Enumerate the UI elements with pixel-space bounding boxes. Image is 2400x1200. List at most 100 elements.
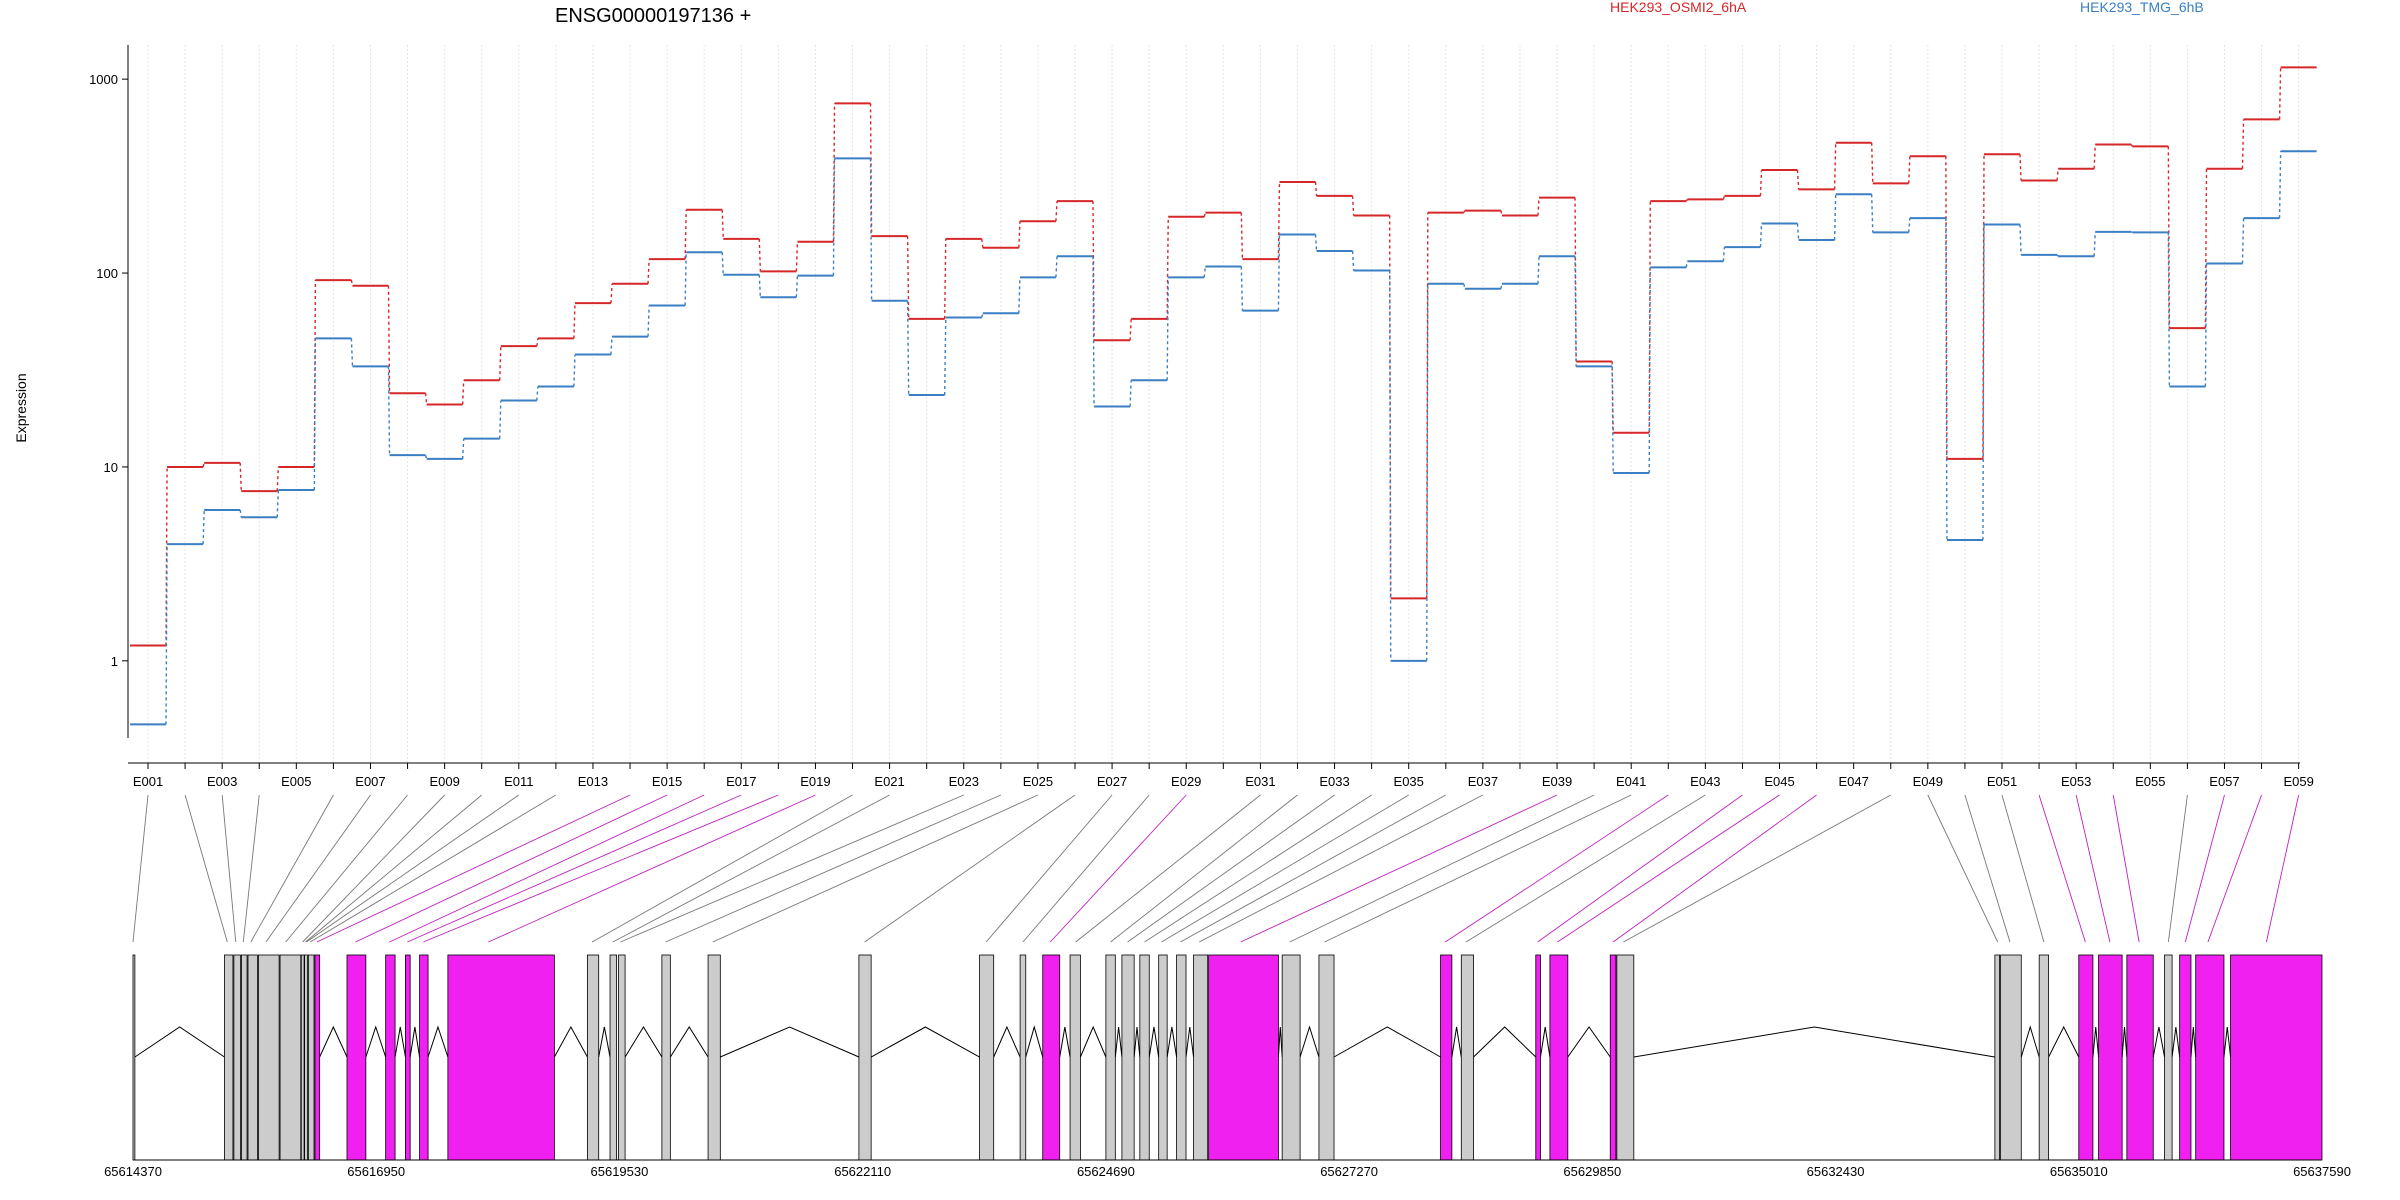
intron: [1059, 1026, 1071, 1058]
y-axis-label: Expression: [13, 373, 29, 442]
data-connector: [1277, 181, 1281, 260]
exon: [247, 954, 258, 1161]
data-connector: [239, 462, 242, 492]
exon: [224, 954, 234, 1161]
coordinate-label: 65624690: [1077, 1164, 1135, 1179]
y-tick-label: 10: [104, 460, 118, 475]
exon-label: E057: [2209, 774, 2239, 789]
exon-link: [712, 794, 1039, 943]
data-connector: [2056, 254, 2059, 257]
exon-label: E021: [874, 774, 904, 789]
intron: [134, 1026, 225, 1058]
exon-label: E007: [355, 774, 385, 789]
exon-link: [1075, 794, 1261, 943]
data-connector: [1240, 266, 1244, 311]
data-connector: [573, 303, 576, 339]
exon-label: E025: [1023, 774, 1053, 789]
exon: [707, 954, 721, 1161]
intron: [427, 1025, 449, 1058]
data-connector: [499, 346, 502, 381]
exon-link: [620, 794, 964, 943]
data-connector: [2241, 218, 2245, 264]
legend-label-osmi2: HEK293_OSMI2_6hA: [1610, 0, 1747, 15]
data-connector: [1759, 169, 1763, 196]
coordinate-label: 65619530: [591, 1164, 649, 1179]
intron: [720, 1026, 860, 1058]
intron: [870, 1026, 980, 1058]
data-connector: [1870, 142, 1874, 184]
intron: [1299, 1025, 1320, 1058]
coordinate-label: 65622110: [834, 1164, 891, 1179]
data-connector: [2093, 144, 2096, 169]
exon-label: E055: [2135, 774, 2165, 789]
exon: [979, 954, 995, 1161]
exon: [304, 954, 308, 1161]
exon: [1318, 954, 1335, 1161]
exon: [300, 954, 305, 1161]
exon: [1069, 954, 1081, 1161]
data-connector: [906, 236, 910, 319]
exon-link: [2265, 794, 2300, 943]
exon-label: E019: [800, 774, 830, 789]
exon-link: [310, 794, 557, 943]
exon-link: [1289, 794, 1595, 943]
data-connector: [1463, 283, 1466, 289]
exon-link: [1445, 794, 1669, 943]
exon-label: E011: [504, 774, 533, 789]
data-connector: [795, 275, 799, 298]
y-tick-label: 1: [111, 654, 118, 669]
exon-label: E023: [949, 774, 979, 789]
data-connector: [1833, 142, 1837, 190]
y-axis: 1 10 100 1000: [89, 45, 129, 738]
data-connector: [387, 366, 391, 456]
data-connector: [536, 386, 539, 401]
exon-link: [242, 794, 260, 943]
data-connector: [1203, 212, 1206, 217]
series-0: [130, 66, 2317, 647]
exon-link: [184, 794, 228, 943]
data-connector: [1796, 169, 1800, 190]
exon-highlighted: [385, 954, 396, 1161]
data-connector: [1351, 250, 1355, 271]
data-connector: [2204, 168, 2208, 329]
data-connector: [2241, 119, 2245, 169]
data-connector: [758, 274, 762, 298]
exon: [241, 954, 248, 1161]
data-connector: [1796, 223, 1800, 241]
data-connector: [424, 393, 428, 405]
data-connector: [1500, 283, 1503, 289]
exon: [233, 954, 241, 1161]
exon-label: E043: [1690, 774, 1720, 789]
exon-link: [306, 794, 520, 943]
data-connector: [1500, 210, 1503, 216]
exon-link: [1623, 794, 1891, 943]
y-tick-label: 100: [96, 266, 118, 281]
exon-link: [2207, 794, 2262, 943]
exon: [1105, 954, 1116, 1161]
data-connector: [610, 336, 613, 355]
data-connector: [1240, 212, 1244, 260]
data-connector: [1685, 198, 1688, 202]
exon-link: [1324, 794, 1632, 943]
data-connector: [1945, 156, 1948, 459]
exon-label: E001: [133, 774, 163, 789]
exon-label: E037: [1468, 774, 1498, 789]
data-connector: [981, 238, 984, 248]
exon-highlighted: [2230, 954, 2323, 1161]
exon-link: [423, 794, 779, 943]
exon: [1281, 954, 1301, 1161]
exon-highlighted: [405, 954, 411, 1161]
exon: [2000, 954, 2022, 1161]
intron: [1166, 1026, 1178, 1058]
data-connector: [943, 238, 947, 319]
exon-link: [1144, 794, 1372, 943]
coordinate-label: 65635010: [2050, 1164, 2108, 1179]
exon-highlighted: [1609, 954, 1617, 1161]
exon: [257, 954, 280, 1161]
data-connector: [1870, 194, 1874, 233]
data-connector: [2204, 263, 2208, 387]
data-connector: [943, 317, 947, 396]
intron: [669, 1026, 709, 1058]
data-connector: [1426, 212, 1429, 599]
exon: [1193, 954, 1209, 1161]
